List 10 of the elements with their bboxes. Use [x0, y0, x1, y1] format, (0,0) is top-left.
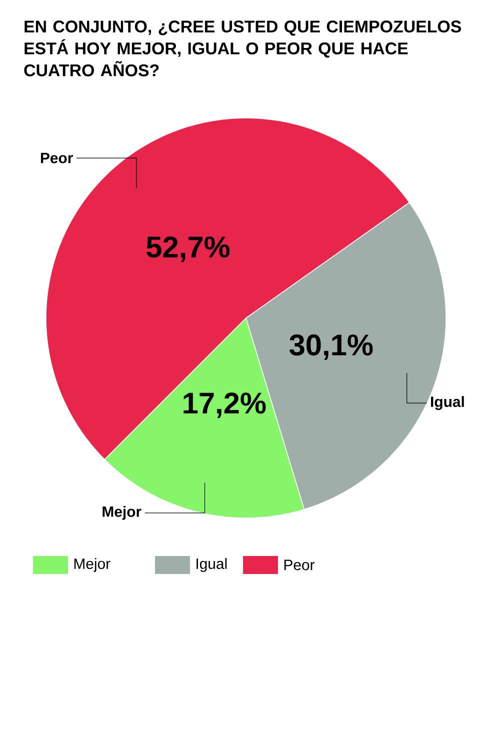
slice-label: Peor [40, 152, 73, 164]
legend-label: Peor [284, 560, 315, 570]
data-label: 30,1% [289, 334, 373, 360]
legend-label: Mejor [74, 558, 110, 572]
slice-label: Igual [431, 396, 464, 410]
data-label: 52,7% [146, 236, 230, 262]
legend-label: Igual [196, 558, 227, 572]
chart-title: EN CONJUNTO, ¿CREE USTED QUE CIEMPOZUELOS ESTÁ HOY MEJOR, IGUAL O PEOR QUE HACE CUATRO AÑOS? [24, 20, 462, 76]
slice-label: Mejor [102, 506, 142, 520]
data-label: 17,2% [184, 392, 266, 418]
